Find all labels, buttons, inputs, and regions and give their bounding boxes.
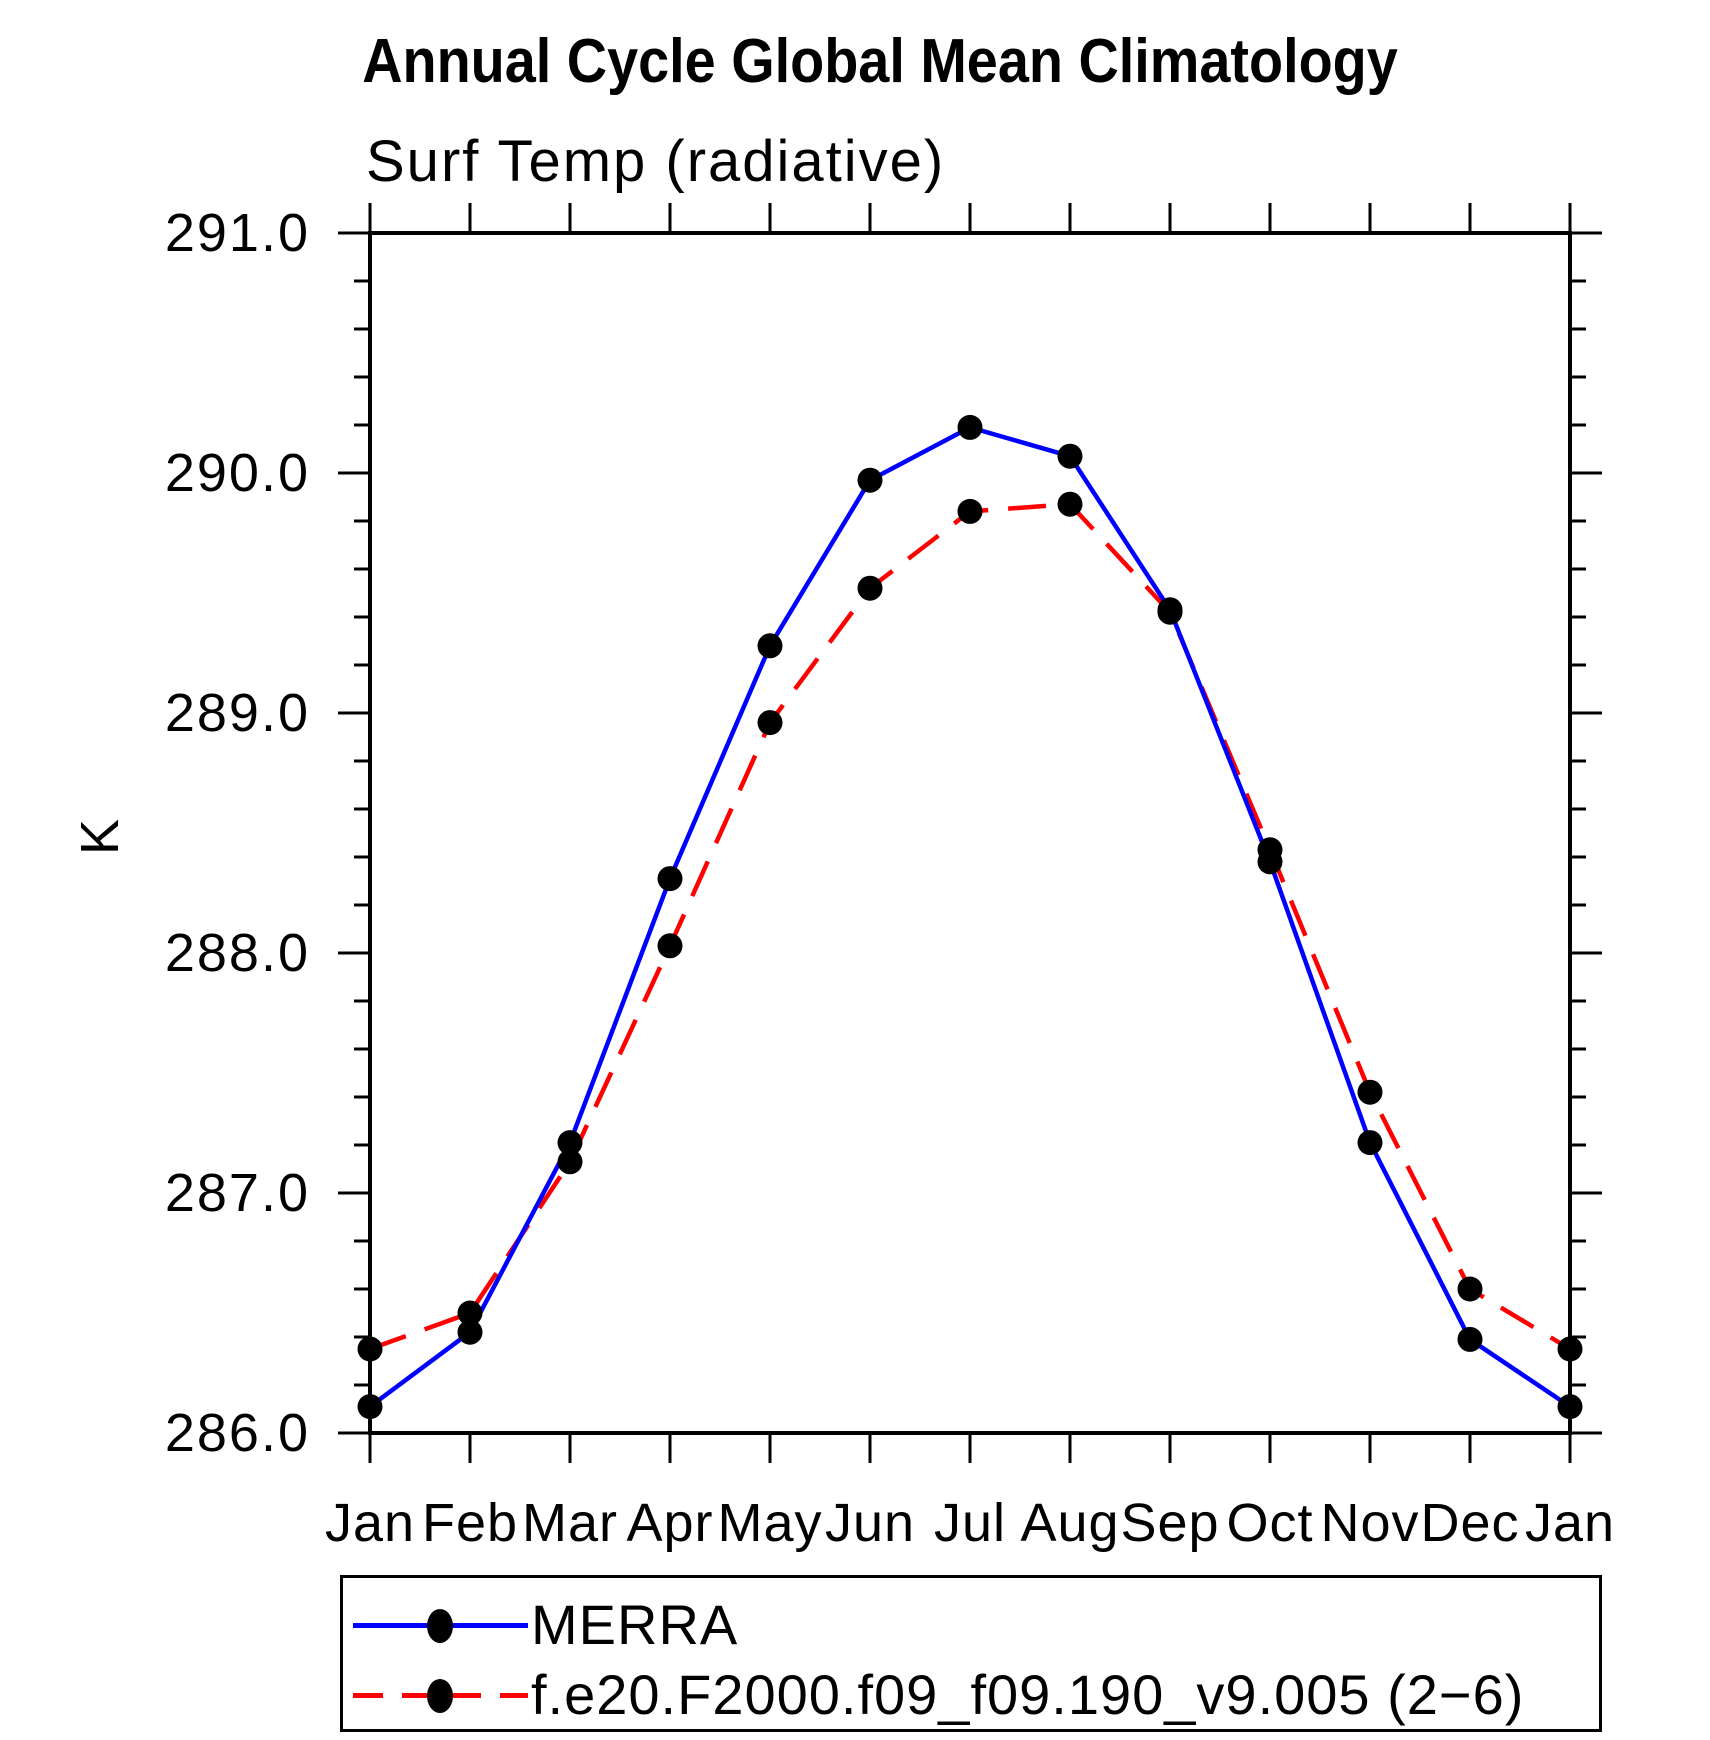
y-tick-label: 288.0 <box>164 923 310 983</box>
data-point-marker <box>1157 597 1183 623</box>
data-point-marker <box>857 575 883 601</box>
legend-box: MERRA f.e20.F2000.f09_f09.190_v9.005 (2−… <box>340 1575 1602 1732</box>
chart-subtitle: Surf Temp (radiative) <box>366 129 946 194</box>
y-axis-title: K <box>70 818 130 856</box>
x-tick-label: Mar <box>522 1493 618 1553</box>
legend-item-model: f.e20.F2000.f09_f09.190_v9.005 (2−6) <box>343 1660 1599 1730</box>
data-point-marker <box>957 414 983 440</box>
y-tick-label: 286.0 <box>164 1403 310 1463</box>
x-tick-label: Sep <box>1120 1493 1220 1553</box>
series-line-dashed <box>369 501 1572 1352</box>
data-point-marker <box>457 1319 483 1345</box>
data-point-marker <box>957 498 983 524</box>
data-point-marker <box>557 1149 583 1175</box>
plot-frame <box>368 231 1572 1435</box>
legend-label: f.e20.F2000.f09_f09.190_v9.005 (2−6) <box>531 1663 1525 1726</box>
data-point-marker <box>1457 1276 1483 1302</box>
x-tick-label: Feb <box>421 1493 519 1553</box>
data-point-marker <box>557 1130 583 1156</box>
data-point-marker <box>1057 443 1083 469</box>
legend-marker-dot-icon <box>427 1679 453 1713</box>
x-tick-label: Jan <box>324 1493 416 1553</box>
data-point-marker <box>657 866 683 892</box>
data-point-marker <box>357 1336 383 1362</box>
data-point-marker <box>857 467 883 493</box>
data-point-marker <box>757 710 783 736</box>
legend-label: MERRA <box>531 1593 739 1656</box>
legend-marker-dot-icon <box>427 1609 453 1643</box>
x-tick-label: Jul <box>933 1493 1007 1553</box>
data-point-marker <box>1557 1336 1583 1362</box>
data-point-marker <box>657 933 683 959</box>
y-tick-label: 289.0 <box>164 683 310 743</box>
x-tick-label: Jun <box>824 1493 916 1553</box>
data-point-marker <box>1357 1079 1383 1105</box>
x-tick-label: Jan <box>1524 1493 1616 1553</box>
data-point-marker <box>1357 1130 1383 1156</box>
series-line-solid <box>368 424 1572 1409</box>
y-tick-label: 291.0 <box>164 203 310 263</box>
x-tick-label: Nov <box>1320 1493 1420 1553</box>
y-tick-label: 287.0 <box>164 1163 310 1223</box>
data-point-marker <box>1457 1326 1483 1352</box>
data-point-marker <box>457 1300 483 1326</box>
x-tick-label: Apr <box>626 1493 714 1553</box>
x-tick-label: Oct <box>1226 1493 1314 1553</box>
y-tick-label: 290.0 <box>164 443 310 503</box>
x-tick-label: May <box>717 1493 823 1553</box>
data-point-marker <box>1257 849 1283 875</box>
x-tick-label: Aug <box>1020 1493 1120 1553</box>
x-tick-label: Dec <box>1420 1493 1520 1553</box>
legend-item-merra: MERRA <box>343 1590 1599 1660</box>
data-point-marker <box>357 1394 383 1420</box>
data-point-marker <box>1557 1394 1583 1420</box>
data-point-marker <box>1057 491 1083 517</box>
chart-title: Annual Cycle Global Mean Climatology <box>362 27 1398 96</box>
data-point-marker <box>757 633 783 659</box>
